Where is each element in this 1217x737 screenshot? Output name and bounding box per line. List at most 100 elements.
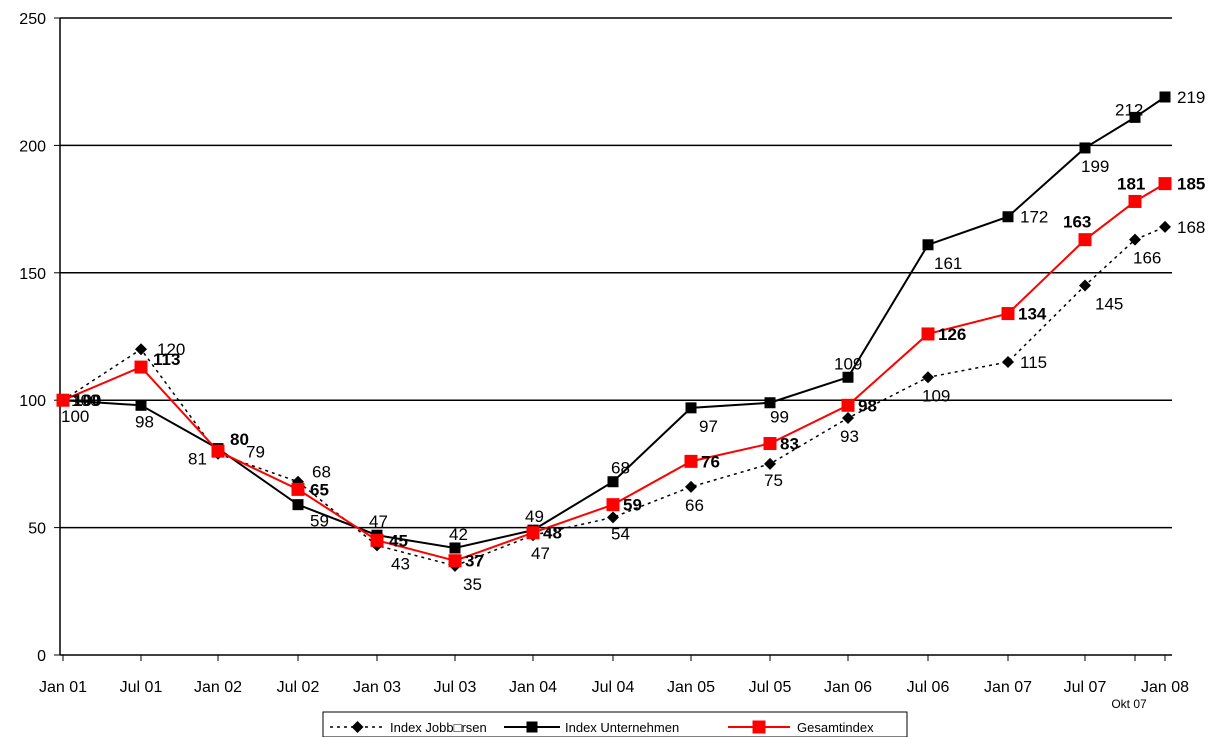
data-label: 172: [1020, 208, 1048, 227]
data-label: 115: [1020, 353, 1047, 372]
legend-label: Index Unternehmen: [565, 720, 679, 735]
data-label: 113: [153, 350, 180, 369]
series-line: [62, 182, 1166, 562]
data-point: [1079, 142, 1091, 154]
legend-box: [322, 711, 908, 737]
data-point: [764, 457, 776, 470]
legend-label: Gesamtindex: [797, 720, 874, 735]
data-point: [1129, 111, 1141, 123]
data-label: 168: [1177, 218, 1205, 237]
y-tick-label: 100: [19, 393, 46, 410]
legend-marker: [752, 720, 766, 734]
x-tick-label: Jan 08: [1141, 679, 1189, 696]
data-label: 126: [938, 325, 966, 344]
data-label: 47: [369, 512, 388, 531]
data-point: [291, 482, 305, 496]
x-tick-label: Jul 02: [277, 679, 320, 696]
data-label: 35: [463, 575, 482, 594]
data-label: 120: [157, 340, 185, 359]
data-labels: 100 120 79 68 43 35 47 54 66 75 93 109 115 145 166 168 1…: [61, 88, 1205, 594]
data-point: [1002, 355, 1014, 368]
data-label: 100: [71, 391, 99, 410]
data-point: [607, 476, 619, 488]
data-point: [526, 526, 540, 540]
data-point: [370, 533, 384, 547]
data-label: 54: [611, 524, 630, 543]
data-label: 42: [449, 525, 468, 544]
data-point: [135, 343, 147, 356]
data-point: [922, 239, 934, 251]
x-tick-label: Jan 01: [39, 679, 87, 696]
y-tick-label: 50: [28, 521, 46, 538]
y-tick-label: 150: [19, 266, 46, 283]
data-point: [56, 393, 70, 407]
data-label: 212: [1115, 100, 1143, 119]
data-point: [607, 511, 619, 524]
data-point: [134, 360, 148, 374]
data-point: [921, 327, 935, 341]
data-point: [1159, 220, 1171, 233]
data-label: 59: [310, 512, 329, 531]
data-point: [685, 480, 697, 493]
data-label: 219: [1177, 88, 1205, 107]
data-point: [1002, 211, 1014, 223]
data-label: 100: [73, 391, 101, 410]
grid-lines: [60, 17, 1172, 529]
data-label: 76: [701, 452, 720, 471]
data-label: 47: [531, 544, 550, 563]
data-label: 109: [922, 386, 950, 405]
data-label: 163: [1063, 213, 1091, 232]
data-label: 134: [1018, 305, 1047, 324]
data-label: 49: [525, 507, 544, 526]
data-label: 97: [699, 417, 718, 436]
legend: Index Jobb□rsen Index Unternehmen Gesamtin…: [322, 711, 908, 737]
data-label: 75: [764, 471, 783, 490]
data-label: 48: [543, 524, 562, 543]
x-tick-label: Jan 07: [984, 679, 1032, 696]
data-label: 98: [858, 396, 877, 415]
data-point: [606, 498, 620, 512]
y-tick-label: 250: [19, 11, 46, 28]
data-label: 93: [840, 427, 859, 446]
data-point: [764, 397, 776, 409]
data-point: [685, 402, 697, 414]
data-label: 145: [1095, 295, 1123, 314]
data-label: 81: [188, 450, 207, 469]
data-label: 45: [389, 531, 408, 550]
x-tick-label-okt: Okt 07: [1111, 697, 1147, 711]
data-point: [1079, 279, 1091, 292]
data-point: [292, 499, 304, 511]
series-line: [62, 96, 1166, 550]
data-label: 79: [246, 443, 265, 462]
data-label: 100: [61, 407, 89, 426]
data-point: [922, 371, 934, 384]
data-point: [449, 542, 461, 554]
x-tick-label: Jul 01: [120, 679, 163, 696]
x-tick-label: Jan 03: [353, 679, 401, 696]
x-tick-label: Jul 03: [434, 679, 477, 696]
data-point: [842, 412, 854, 425]
data-label: 98: [135, 412, 154, 431]
data-label: 99: [770, 408, 789, 427]
data-point: [1078, 233, 1092, 247]
axes: 0 50 100 150 200 250 Jan 01 Jul 01 Jan 02 Jul 02 J…: [19, 11, 1189, 711]
data-label: 66: [685, 496, 704, 515]
data-label: 80: [230, 430, 249, 449]
series-lines: [56, 91, 1172, 572]
data-point: [841, 398, 855, 412]
x-tick-label: Jul 04: [592, 679, 635, 696]
data-label: 83: [780, 435, 799, 454]
data-label: 65: [310, 480, 329, 499]
data-point: [1129, 233, 1141, 246]
y-tick-label: 200: [19, 138, 46, 155]
data-point: [1001, 307, 1015, 321]
data-point: [842, 371, 854, 383]
data-point: [1158, 177, 1172, 191]
data-label: 68: [611, 459, 630, 478]
data-label: 68: [312, 463, 331, 482]
data-label: 109: [834, 354, 862, 373]
data-label: 43: [391, 554, 410, 573]
legend-label: Index Jobb□rsen: [390, 720, 487, 735]
data-label: 166: [1133, 249, 1161, 268]
